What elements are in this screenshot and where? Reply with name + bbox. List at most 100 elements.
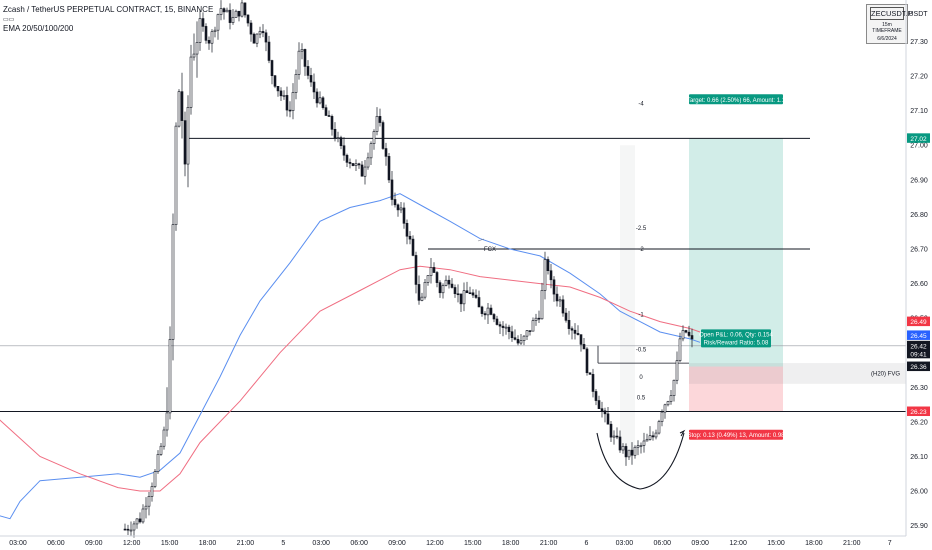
candle-body	[519, 340, 523, 344]
candle-body	[342, 145, 346, 156]
time-tick-label: 09:00	[691, 540, 709, 547]
price-tick-label: 27.10	[910, 108, 928, 115]
candle	[231, 9, 235, 25]
time-tick-label: 21:00	[843, 540, 861, 547]
candle	[444, 275, 448, 287]
candle-body	[537, 317, 541, 320]
candle	[621, 443, 625, 454]
candle	[438, 280, 442, 298]
candle	[636, 440, 640, 456]
candle-body	[249, 22, 253, 35]
time-tick-label: 7	[888, 540, 892, 547]
price-tag-text: 26.36	[910, 364, 927, 371]
chart-header: Zcash / TetherUS PERPETUAL CONTRACT, 15,…	[3, 5, 213, 33]
candle-body	[144, 505, 148, 510]
candle-body	[192, 53, 196, 58]
candle-body	[216, 14, 220, 31]
candle-body	[447, 279, 451, 285]
candle	[612, 430, 616, 445]
candle-body	[201, 18, 205, 27]
candle	[615, 427, 619, 440]
candle	[411, 235, 415, 257]
candle-body	[411, 238, 415, 256]
candle	[462, 282, 466, 312]
candle	[513, 329, 517, 341]
candle-body	[225, 9, 229, 13]
candle-body	[285, 95, 289, 111]
candle	[657, 419, 661, 435]
open-pnl-label[interactable]: Open P&L: 0.06, Qty: 0.154 Risk/Reward Ra…	[699, 329, 774, 348]
candle-body	[264, 32, 268, 43]
candle-body	[579, 334, 583, 345]
candle	[294, 69, 298, 100]
candle-body	[474, 294, 478, 298]
price-tag-text: 26.23	[910, 409, 927, 416]
price-tag-text: 09:41	[910, 351, 927, 358]
candle-body	[582, 344, 586, 350]
indicator-legend[interactable]: EMA 20/50/100/200	[3, 24, 74, 33]
candle	[339, 135, 343, 150]
candle	[570, 326, 574, 340]
watermark-symbol: ZECUSDT.P	[870, 7, 913, 20]
candle	[228, 3, 232, 30]
candle	[132, 521, 136, 538]
price-tag-text: 26.49	[910, 319, 927, 326]
candle	[279, 87, 283, 102]
candle-body	[252, 33, 256, 44]
candle-body	[366, 157, 370, 168]
candle	[153, 468, 157, 489]
time-tick-label: 03:00	[9, 540, 27, 547]
candle-body	[153, 471, 157, 487]
candle-body	[510, 331, 514, 338]
candle-body	[507, 326, 511, 333]
candle	[192, 33, 196, 61]
candle	[171, 213, 175, 361]
candle	[567, 310, 571, 335]
stop-label[interactable]: Stop: 0.13 (0.49%) 13, Amount: 0.98	[687, 429, 785, 440]
candle-body	[555, 293, 559, 302]
candle	[306, 60, 310, 80]
candle-body	[204, 26, 208, 41]
candle	[315, 88, 319, 108]
candle-body	[408, 235, 412, 240]
target-label[interactable]: Target: 0.66 (2.50%) 66, Amount: 1.1	[687, 94, 786, 105]
candle-body	[666, 401, 670, 406]
candle	[456, 284, 460, 303]
candle-body	[234, 10, 238, 18]
time-tick-label: 15:00	[767, 540, 785, 547]
candle-body	[456, 293, 460, 296]
candle	[375, 107, 379, 136]
candle-body	[465, 290, 469, 294]
price-tag-bg	[907, 406, 930, 417]
candle-body	[141, 508, 145, 523]
candle-body	[213, 29, 217, 33]
candle	[270, 59, 274, 85]
candle-body	[303, 49, 307, 67]
candle-body	[330, 116, 334, 130]
candle	[585, 347, 589, 376]
candle-body	[612, 435, 616, 438]
candle-body	[402, 207, 406, 224]
candle-body	[420, 296, 424, 301]
candle-body	[483, 313, 487, 316]
candle	[582, 338, 586, 350]
candle	[285, 86, 289, 117]
price-tick-label: 26.70	[910, 246, 928, 253]
candle	[276, 86, 280, 97]
candle-body	[639, 445, 643, 447]
candle	[291, 83, 295, 120]
candle	[318, 91, 322, 105]
candle	[417, 275, 421, 305]
candle	[396, 203, 400, 217]
candle-body	[327, 115, 331, 117]
candle	[234, 9, 238, 18]
price-tag-text: 26.42	[910, 343, 927, 350]
candle-body	[189, 56, 193, 108]
candle	[519, 333, 523, 346]
symbol-title[interactable]: Zcash / TetherUS PERPETUAL CONTRACT, 15,…	[3, 5, 214, 14]
candle-body	[159, 445, 163, 455]
candle-body	[240, 2, 244, 17]
candle	[495, 315, 499, 326]
candle-body	[618, 436, 622, 451]
